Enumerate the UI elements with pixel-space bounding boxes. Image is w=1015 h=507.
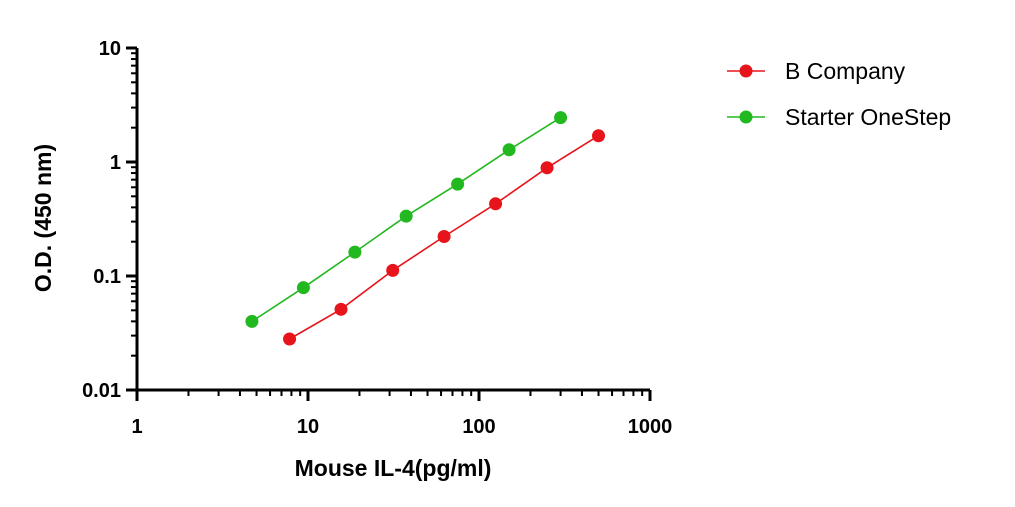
data-point (283, 332, 297, 346)
y-tick-label: 0.1 (93, 266, 121, 288)
data-point (451, 177, 465, 191)
x-tick-label: 100 (462, 416, 495, 438)
legend-label: B Company (785, 58, 906, 84)
legend-label: Starter OneStep (785, 104, 951, 130)
x-tick-label: 1 (131, 416, 142, 438)
data-point (245, 314, 259, 328)
series-0 (283, 129, 606, 346)
x-tick-label: 10 (297, 416, 319, 438)
data-point (437, 230, 451, 244)
axes: 1 10 100 1000 0.01 0.1 1 10 (82, 38, 672, 438)
legend-entry: Starter OneStep (727, 104, 951, 130)
x-tick-label: 1000 (628, 416, 673, 438)
data-point (554, 111, 568, 125)
data-point (334, 302, 348, 316)
data-point (540, 161, 554, 175)
x-axis-title: Mouse IL-4(pg/ml) (295, 455, 492, 481)
data-point (348, 245, 362, 259)
y-tick-label: 1 (110, 152, 121, 174)
legend-marker (739, 64, 753, 78)
series-layer (245, 111, 606, 346)
data-point (489, 197, 503, 211)
data-point (502, 143, 516, 157)
data-point (592, 129, 606, 143)
series-1 (245, 111, 568, 328)
legend: B Company Starter OneStep (727, 58, 951, 130)
data-point (386, 263, 400, 277)
data-point (399, 209, 413, 223)
data-point (296, 281, 310, 295)
legend-marker (739, 110, 753, 124)
y-tick-label: 10 (99, 38, 121, 60)
legend-entry: B Company (727, 58, 906, 84)
y-axis-title: O.D. (450 nm) (30, 144, 56, 292)
y-tick-label: 0.01 (82, 380, 121, 402)
